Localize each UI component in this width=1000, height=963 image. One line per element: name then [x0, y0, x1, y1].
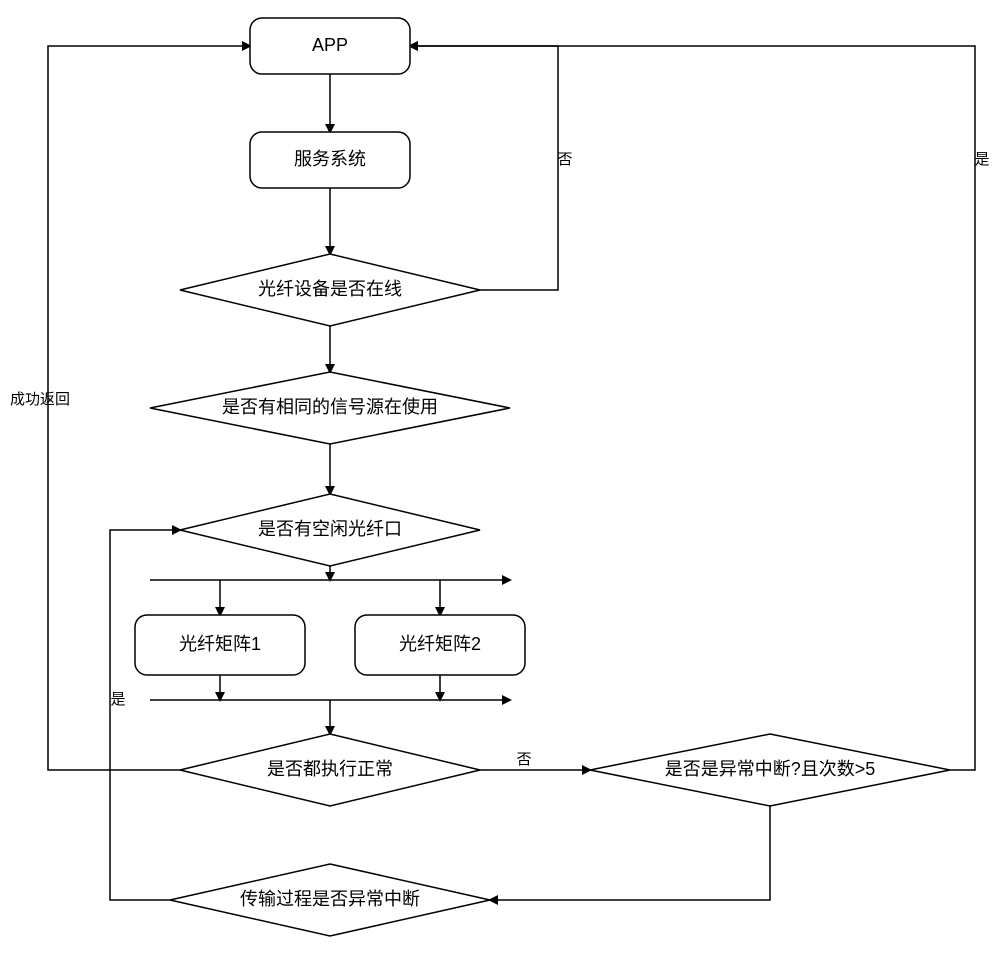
edge-label-14: 是: [974, 151, 989, 168]
node-label-d4: 是否都执行正常: [267, 759, 393, 779]
edge-label-13: 否: [516, 751, 531, 768]
node-label-app: APP: [312, 35, 348, 55]
node-label-m2: 光纤矩阵2: [399, 634, 481, 654]
edge-label-16: 成功返回: [10, 391, 70, 408]
edge-17: [110, 530, 180, 900]
edge-15: [490, 806, 770, 900]
edge-label-12: 否: [557, 151, 572, 168]
edge-label-17: 是: [110, 691, 125, 708]
edge-12: [410, 46, 558, 290]
node-label-d5: 是否是异常中断?且次数>5: [665, 759, 876, 779]
node-label-d2: 是否有相同的信号源在使用: [222, 397, 438, 417]
node-label-m1: 光纤矩阵1: [179, 634, 261, 654]
node-label-svc: 服务系统: [294, 149, 366, 169]
flowchart-canvas: APP 服务系统光纤设备是否在线是否有相同的信号源在使用是否有空闲光纤口光纤矩阵1…: [0, 0, 1000, 963]
node-label-d3: 是否有空闲光纤口: [258, 519, 402, 539]
node-label-d1: 光纤设备是否在线: [258, 279, 402, 299]
node-label-d6: 传输过程是否异常中断: [240, 889, 420, 909]
